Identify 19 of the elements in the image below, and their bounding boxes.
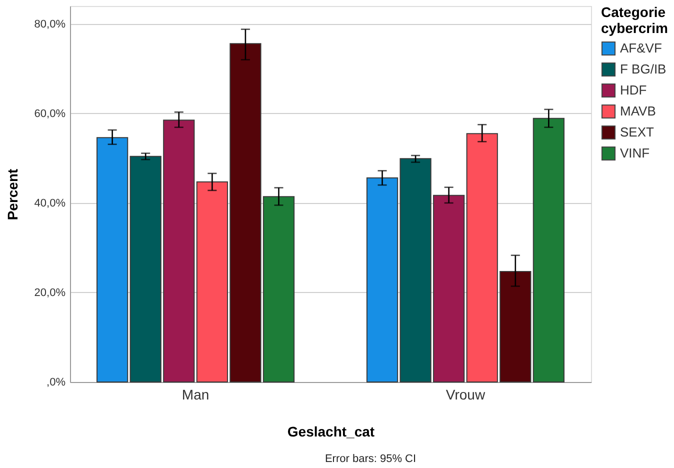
legend-label: MAVB bbox=[620, 104, 656, 118]
y-tick-label: 40,0% bbox=[34, 197, 66, 210]
legend-title: Categorie cybercrim bbox=[601, 4, 668, 36]
text: Error bars: 95% CI bbox=[324, 453, 416, 465]
bar bbox=[96, 137, 128, 382]
y-axis-title: Percent bbox=[4, 168, 20, 220]
x-axis-title: Geslacht_cat bbox=[287, 424, 375, 440]
y-tick-label: 20,0% bbox=[34, 286, 66, 299]
bar bbox=[532, 118, 565, 382]
x-tick-label: Man bbox=[182, 386, 210, 402]
legend-label: SEXT bbox=[620, 124, 654, 140]
legend-label: HDF bbox=[620, 82, 647, 98]
legend-label: AF&VF bbox=[620, 40, 662, 56]
legend-label: F BG/IB bbox=[620, 62, 666, 76]
x-tick-label: Vrouw bbox=[446, 386, 486, 402]
y-tick-label: ,0% bbox=[46, 376, 66, 388]
y-tick-label: 60,0% bbox=[34, 108, 66, 120]
legend-label: VINF bbox=[620, 146, 650, 160]
y-tick-label: 80,0% bbox=[34, 18, 66, 30]
